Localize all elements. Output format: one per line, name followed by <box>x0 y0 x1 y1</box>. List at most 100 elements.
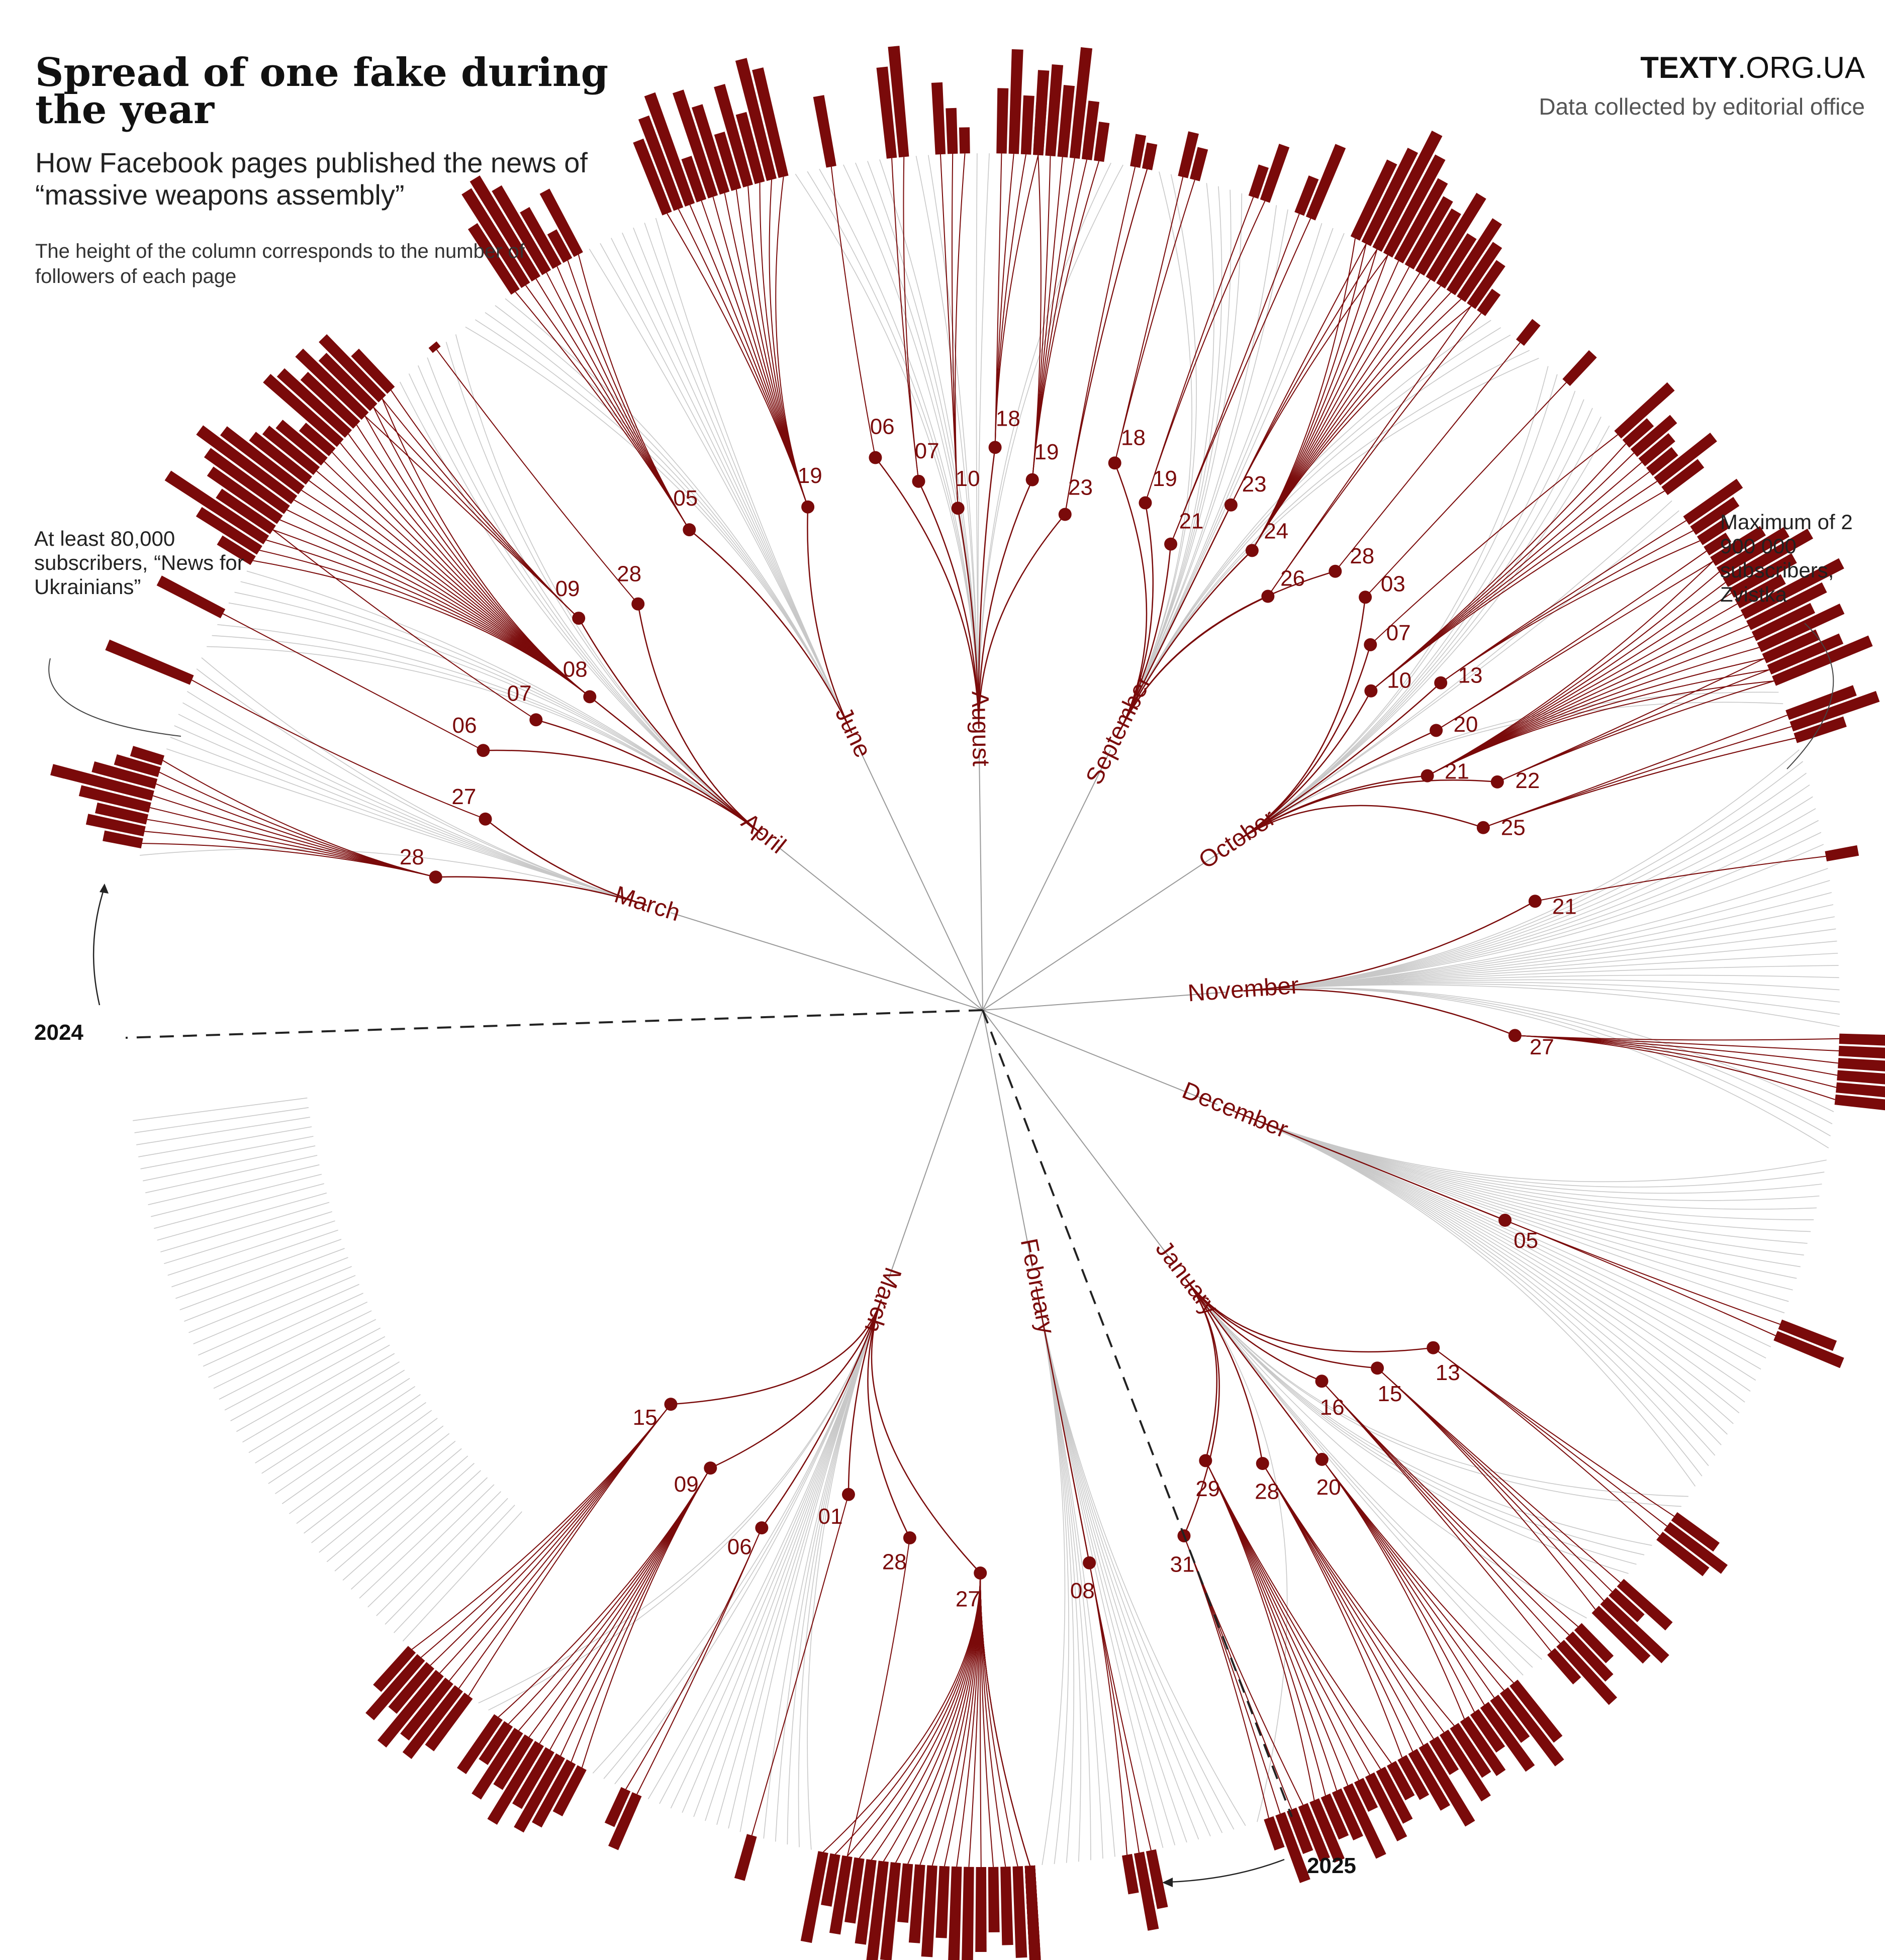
follower-bar <box>1376 1767 1413 1824</box>
follower-bar <box>1664 1522 1728 1574</box>
day-node-label: 31 <box>1170 1552 1195 1577</box>
inactive-spoke <box>268 1386 416 1484</box>
branch-day-page <box>1335 342 1521 572</box>
day-node-dot <box>683 523 696 537</box>
arrowhead-icon <box>1162 1878 1173 1887</box>
follower-bar <box>472 1728 523 1800</box>
inactive-spoke <box>1243 988 1829 1148</box>
follower-bars-layer <box>50 46 1885 1960</box>
branch-month-day <box>535 719 764 835</box>
inactive-spoke <box>978 164 1123 729</box>
inactive-spoke <box>1185 1279 1587 1619</box>
day-node-label: 28 <box>1350 544 1374 568</box>
follower-bar <box>1343 1783 1386 1859</box>
follower-bar <box>207 466 283 524</box>
follower-bar <box>299 422 336 456</box>
follower-bar <box>1671 1512 1720 1552</box>
branch-day-page <box>724 192 809 508</box>
follower-bar <box>855 1859 877 1945</box>
annotation-min-subscribers: At least 80,000 subscribers, “News for U… <box>34 527 244 599</box>
inactive-spoke <box>475 319 853 733</box>
follower-bar <box>1404 196 1453 270</box>
inactive-spoke <box>133 1097 308 1121</box>
follower-bar <box>130 746 164 765</box>
branch-day-page <box>364 416 590 698</box>
follower-bar <box>1729 553 1797 598</box>
follower-bar <box>996 88 1009 154</box>
branch-month-day <box>978 514 1066 729</box>
branch-day-page <box>192 679 486 820</box>
follower-bar <box>962 1867 974 1960</box>
branch-day-page <box>222 613 484 751</box>
brand-rest: .ORG.UA <box>1737 51 1865 84</box>
inactive-spoke <box>1234 1111 1761 1370</box>
follower-bar <box>876 66 897 159</box>
follower-bar <box>735 112 765 184</box>
follower-bar <box>1394 178 1448 264</box>
follower-bar <box>1294 175 1319 216</box>
follower-bar <box>276 368 352 438</box>
day-node-dot <box>755 1521 769 1535</box>
branch-month-day <box>918 481 980 729</box>
branch-month-day <box>1243 989 1516 1036</box>
day-node-dot <box>1371 1361 1384 1375</box>
inactive-spoke <box>728 1299 882 1829</box>
follower-bar <box>1490 1694 1530 1743</box>
follower-bar <box>975 1867 987 1952</box>
follower-bar <box>1419 1742 1475 1827</box>
inactive-spoke <box>230 1336 386 1421</box>
inactive-spoke <box>189 1266 352 1333</box>
branch-day-page <box>1370 434 1618 645</box>
follower-bar <box>85 814 146 837</box>
follower-bar <box>1735 574 1786 609</box>
branch-month-day <box>1238 730 1437 841</box>
day-node-dot <box>951 502 965 515</box>
follower-bar <box>821 1853 840 1907</box>
branch-day-page <box>287 509 590 698</box>
inactive-spoke <box>193 1275 356 1344</box>
follower-bar <box>1439 1729 1491 1802</box>
branch-day-page <box>1183 1535 1303 1805</box>
inactive-spoke <box>1238 702 1783 841</box>
day-node-label: 08 <box>563 657 588 682</box>
follower-bar <box>91 761 158 789</box>
day-node-dot <box>572 612 586 625</box>
branch-month-day <box>485 818 647 906</box>
day-node-dot <box>903 1531 916 1545</box>
inactive-spoke <box>1234 1111 1789 1302</box>
annotation-max-subscribers: Maximum of 2 900 000 subscribers, Zvistk… <box>1720 510 1853 606</box>
month-label: March <box>611 881 683 926</box>
day-node-dot <box>583 690 597 704</box>
follower-bar <box>377 1670 444 1748</box>
follower-bar <box>1130 134 1147 168</box>
branch-day-page <box>846 1573 981 1857</box>
follower-bar <box>1264 1816 1285 1851</box>
day-node-dot <box>1427 1341 1440 1354</box>
day-node-dot <box>664 1398 678 1411</box>
branch-month-day <box>1243 901 1536 992</box>
follower-bar <box>457 1714 503 1775</box>
branch-day-page <box>846 1537 910 1856</box>
day-node-label: 27 <box>1530 1035 1554 1059</box>
annotation-leader-min <box>48 658 181 737</box>
branch-month-day <box>1119 505 1232 731</box>
branch-day-page <box>994 155 1039 448</box>
follower-bar <box>638 115 684 211</box>
branch-day-page <box>1145 201 1266 503</box>
follower-bar <box>1723 528 1814 587</box>
inactive-spoke <box>1035 1286 1066 1866</box>
follower-bar <box>1260 144 1290 203</box>
inactive-spoke <box>1234 1111 1703 1477</box>
branch-day-page <box>955 153 966 509</box>
branch-day-page <box>980 1573 1030 1866</box>
brand-logo[interactable]: TEXTY.ORG.UA <box>1640 50 1865 85</box>
branch-day-page <box>1322 1459 1465 1719</box>
inactive-spoke <box>647 1299 882 1800</box>
follower-bar <box>1704 532 1732 556</box>
follower-bar <box>1275 1812 1310 1883</box>
day-node-dot <box>1359 591 1372 604</box>
follower-bar <box>1426 192 1486 282</box>
branch-month-day <box>1185 1278 1323 1460</box>
follower-bar <box>1000 1867 1013 1945</box>
branch-month-day <box>1238 682 1442 841</box>
